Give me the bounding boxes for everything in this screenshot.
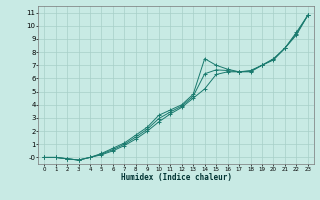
X-axis label: Humidex (Indice chaleur): Humidex (Indice chaleur) (121, 173, 231, 182)
